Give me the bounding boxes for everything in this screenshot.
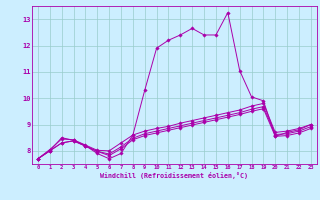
X-axis label: Windchill (Refroidissement éolien,°C): Windchill (Refroidissement éolien,°C) (100, 172, 248, 179)
